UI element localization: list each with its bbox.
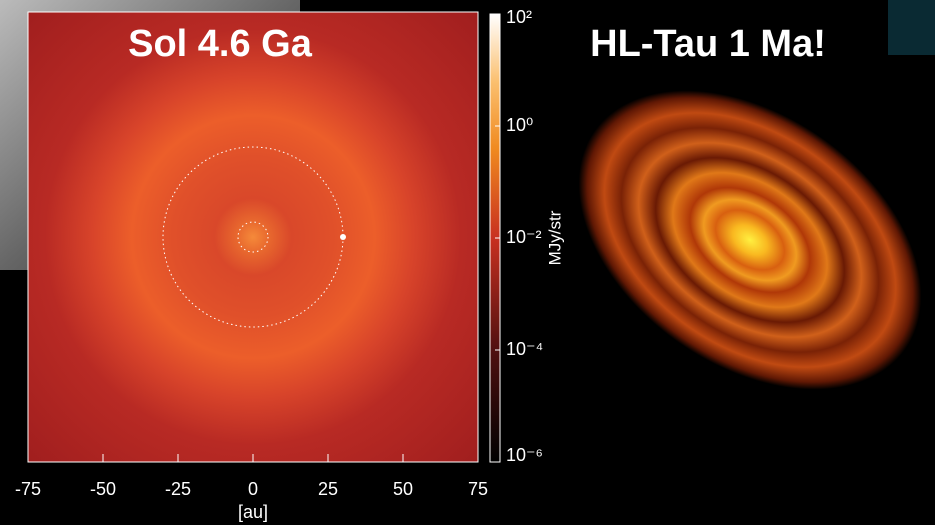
simulation-image (28, 12, 478, 462)
planet (340, 234, 346, 240)
panel-title: Sol 4.6 Ga (128, 23, 313, 65)
x-axis-label: [au] (238, 502, 268, 522)
x-tick-label: -75 (15, 479, 41, 499)
x-tick-label: -50 (90, 479, 116, 499)
x-tick-label: 50 (393, 479, 413, 499)
slide: Sol 4.6 Ga HL-Tau 1 Ma! [au] MJy/str -75… (0, 0, 935, 525)
x-tick-label: -25 (165, 479, 191, 499)
colorbar-tick-label: 10⁻⁶ (506, 445, 543, 465)
panel-title: HL-Tau 1 Ma! (590, 23, 826, 65)
hl-tau-image (523, 29, 935, 452)
colorbar-tick-label: 10⁰ (506, 115, 533, 135)
colorbar-tick-label: 10⁻⁴ (506, 339, 543, 359)
x-tick-label: 75 (468, 479, 488, 499)
x-tick-label: 25 (318, 479, 338, 499)
colorbar-tick-label: 10² (506, 7, 532, 27)
background-photo (888, 0, 935, 55)
colorbar-tick-label: 10⁻² (506, 227, 542, 247)
colorbar-label: MJy/str (545, 210, 564, 265)
x-tick-label: 0 (248, 479, 258, 499)
